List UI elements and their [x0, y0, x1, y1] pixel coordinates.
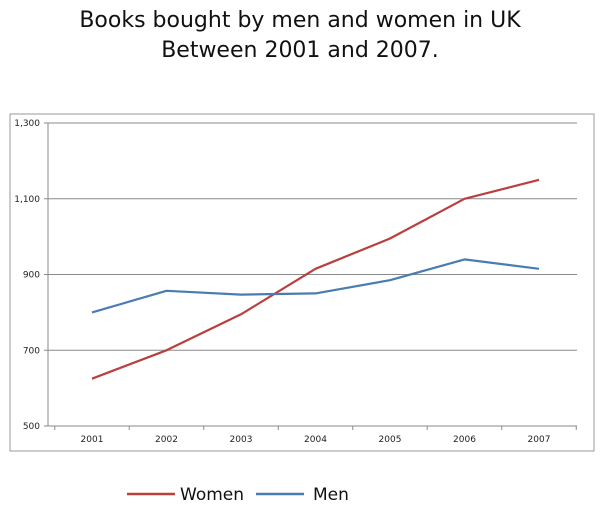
- y-tick-label: 700: [23, 346, 40, 356]
- series-line-men: [91, 258, 540, 314]
- x-tick-label: 2004: [304, 435, 327, 445]
- chart-title-block: Books bought by men and women in UK Betw…: [0, 6, 600, 66]
- legend-label-men: Men: [313, 485, 349, 505]
- x-tick-label: 2001: [81, 435, 104, 445]
- x-tick-label: 2003: [230, 435, 253, 445]
- y-tick-label: 1,300: [14, 119, 40, 129]
- y-tick-label: 1,100: [14, 195, 40, 205]
- chart-frame: [9, 113, 595, 452]
- x-tick-label: 2005: [379, 435, 402, 445]
- x-tick-label: 2002: [155, 435, 178, 445]
- axes: 500 700 900 1,100 1,300 2001 2002 2003 2004 2005 2…: [14, 119, 577, 445]
- grid-lines: [48, 122, 577, 351]
- x-tick-label: 2006: [453, 435, 476, 445]
- legend: Women Men: [127, 485, 349, 505]
- y-tick-label: 500: [23, 422, 40, 432]
- series-line-women: [91, 178, 540, 380]
- chart-subtitle: Between 2001 and 2007.: [161, 38, 439, 63]
- x-tick-label: 2007: [528, 435, 551, 445]
- series-lines: [91, 178, 540, 380]
- legend-label-women: Women: [180, 485, 244, 505]
- chart-title: Books bought by men and women in UK: [79, 8, 521, 33]
- y-tick-label: 900: [23, 271, 40, 281]
